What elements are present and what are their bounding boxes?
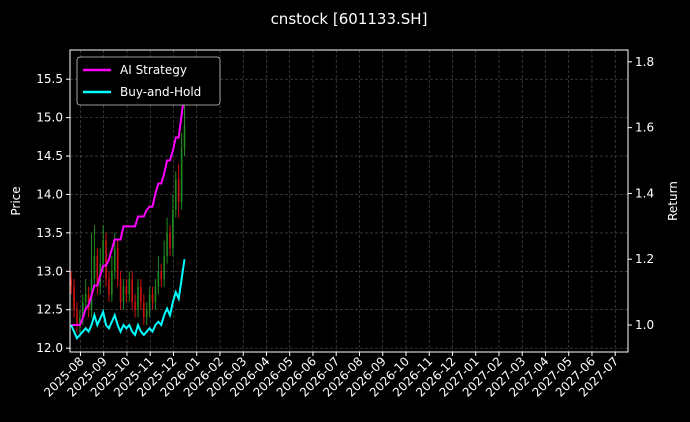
candle-body [111, 271, 113, 295]
candle-body [76, 309, 78, 326]
candle-body [177, 179, 180, 203]
candle-body [116, 248, 119, 279]
y2-tick-label: 1.0 [635, 318, 654, 332]
y-tick-label: 13.0 [36, 264, 63, 278]
candle-body [143, 302, 145, 318]
legend-label: Buy-and-Hold [120, 85, 201, 99]
candle-body [172, 209, 174, 249]
candle-body [140, 286, 142, 303]
plot-frame [69, 49, 629, 353]
candle-body [137, 286, 139, 310]
candle-body [79, 317, 81, 326]
candle-body [163, 255, 165, 279]
y-tick-label: 15.5 [36, 72, 63, 86]
candle-body [160, 271, 163, 279]
legend-label: AI Strategy [120, 63, 187, 77]
y-tick-label: 15.0 [36, 111, 63, 125]
y2-tick-label: 1.6 [635, 121, 654, 135]
candle-body [105, 240, 107, 279]
candle-body [73, 286, 75, 310]
candle-body [93, 255, 96, 279]
series-line [71, 94, 186, 327]
y2-tick-label: 1.4 [635, 186, 654, 200]
candle-body [183, 125, 186, 149]
candle-body [131, 278, 133, 303]
y2-axis-label: Return [666, 181, 680, 221]
y-axis-label: Price [9, 186, 23, 215]
candle-body [157, 271, 160, 287]
candle-body [180, 148, 183, 203]
legend-box [76, 56, 221, 106]
candle-body [174, 179, 177, 210]
chart-title: cnstock [601133.SH] [271, 10, 428, 28]
y-tick-label: 13.5 [36, 226, 63, 240]
candle-body [151, 294, 154, 303]
y-tick-label: 14.5 [36, 149, 63, 163]
candle-body [128, 278, 131, 295]
y-tick-label: 12.5 [36, 303, 63, 317]
candle-body [108, 278, 110, 295]
series-line [70, 259, 186, 341]
candle-body [119, 278, 122, 303]
y-tick-label: 12.0 [36, 341, 63, 355]
y-tick-label: 14.0 [36, 187, 63, 201]
candle-body [102, 240, 104, 264]
candle-body [122, 286, 125, 303]
candle-body [113, 248, 116, 272]
y2-tick-label: 1.2 [635, 252, 654, 266]
candle-body [84, 294, 87, 303]
candle-body [81, 302, 84, 318]
candle-body [134, 302, 136, 310]
candle-body [169, 232, 171, 249]
candle-body [70, 278, 72, 287]
candle-body [154, 286, 157, 303]
candle-body [125, 286, 128, 295]
candle-body [148, 294, 151, 310]
y2-tick-label: 1.8 [635, 55, 654, 69]
candle-body [96, 255, 99, 287]
candle-body [145, 309, 148, 318]
candle-body [166, 232, 168, 256]
